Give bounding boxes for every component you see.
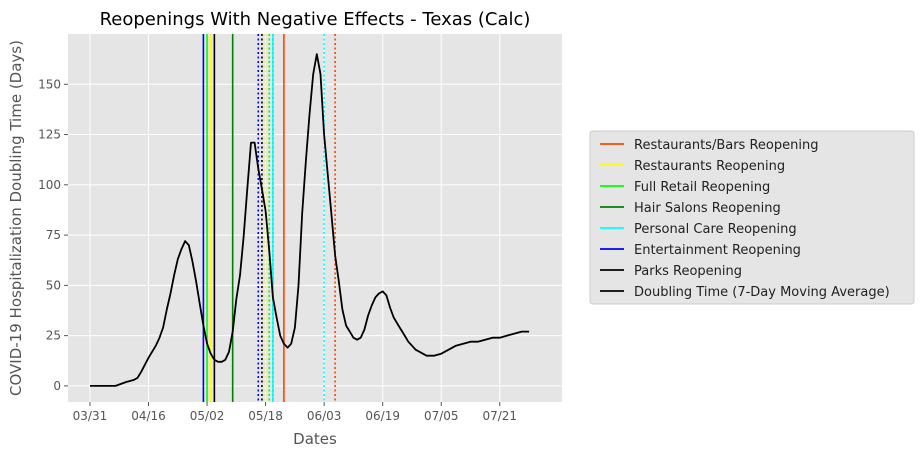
chart-title: Reopenings With Negative Effects - Texas… (100, 9, 531, 30)
y-tick-label: 0 (53, 379, 61, 393)
legend-box (589, 130, 915, 305)
legend-label: Doubling Time (7-Day Moving Average) (634, 285, 890, 300)
x-tick-label: 07/21 (482, 409, 517, 423)
series-lines (90, 53, 530, 387)
x-tick-label: 06/19 (365, 409, 400, 423)
legend-label: Parks Reopening (634, 264, 742, 279)
legend-label: Restaurants/Bars Reopening (634, 138, 818, 153)
legend-label: Hair Salons Reopening (634, 201, 781, 216)
x-tick-label: 07/05 (424, 409, 459, 423)
legend-label: Entertainment Reopening (634, 243, 801, 258)
y-axis-label: COVID-19 Hospitalization Doubling Time (… (7, 40, 25, 396)
y-tick-label: 50 (46, 278, 61, 292)
doubling-time-line (90, 53, 530, 387)
reference-lines (202, 34, 336, 402)
y-tick-label: 150 (38, 77, 61, 91)
y-tick-label: 25 (46, 329, 61, 343)
x-tick-label: 05/02 (190, 409, 225, 423)
y-tick-label: 125 (38, 128, 61, 142)
legend-label: Restaurants Reopening (634, 159, 785, 174)
x-tick-labels: 03/31 04/16 05/02 05/18 06/03 06/19 07/05 07/21 (73, 402, 517, 423)
x-tick-label: 06/03 (307, 409, 342, 423)
y-tick-label: 75 (46, 228, 61, 242)
plot-area (68, 34, 562, 402)
x-tick-label: 03/31 (73, 409, 108, 423)
grid-lines (68, 34, 562, 402)
x-tick-label: 05/18 (248, 409, 283, 423)
legend-label: Personal Care Reopening (634, 222, 797, 237)
legend: Restaurants/Bars Reopening Restaurants Re… (589, 130, 915, 305)
y-tick-label: 100 (38, 178, 61, 192)
legend-label: Full Retail Reopening (634, 180, 770, 195)
x-tick-label: 04/16 (131, 409, 166, 423)
x-axis-label: Dates (293, 430, 337, 448)
y-tick-labels: 0 25 50 75 100 125 150 (38, 77, 68, 393)
